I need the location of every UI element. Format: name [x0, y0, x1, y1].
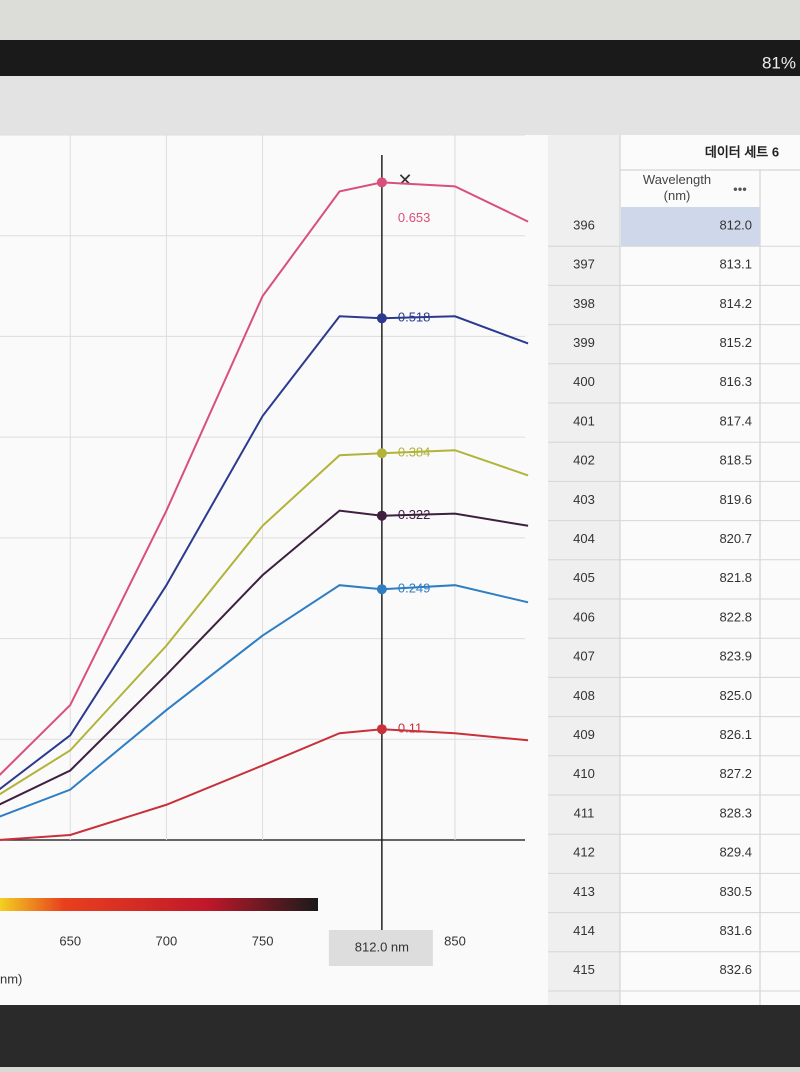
row-index: 414 — [573, 923, 595, 938]
wavelength-cell: 814.2 — [719, 296, 752, 311]
row-index: 409 — [573, 727, 595, 742]
cursor-label: 812.0 nm — [355, 939, 409, 954]
app-bar — [0, 76, 800, 135]
x-axis-label: nm) — [0, 971, 22, 986]
wavelength-cell: 823.9 — [719, 649, 752, 664]
x-tick-label: 850 — [444, 933, 466, 948]
bezel — [0, 0, 800, 40]
series-line — [0, 449, 529, 796]
wavelength-cell: 817.4 — [719, 413, 752, 428]
cursor-value: 0.11 — [398, 721, 422, 736]
wavelength-cell: 827.2 — [719, 766, 752, 781]
wavelength-cell: 831.6 — [719, 923, 752, 938]
chart-panel — [0, 135, 548, 1005]
battery: 81% — [762, 53, 796, 72]
row-index: 404 — [573, 531, 595, 546]
series-line — [0, 181, 529, 776]
row-index: 403 — [573, 492, 595, 507]
table-column — [620, 135, 800, 1005]
row-index: 411 — [574, 805, 595, 820]
wavelength-cell: 816.3 — [719, 374, 752, 389]
cursor-handle[interactable] — [328, 930, 433, 966]
series-line — [0, 728, 529, 841]
wavelength-cell: 832.6 — [719, 962, 752, 977]
x-tick-label: 700 — [156, 933, 178, 948]
status-bar — [0, 40, 800, 76]
series-line — [0, 584, 529, 818]
wavelength-cell: 813.1 — [719, 257, 752, 272]
row-index: 408 — [573, 688, 595, 703]
row-index: 397 — [573, 257, 595, 272]
wavelength-cell: 818.5 — [719, 453, 752, 468]
row-index: 410 — [573, 766, 595, 781]
cursor-value: 0.384 — [398, 445, 431, 460]
series-line — [0, 509, 529, 806]
cursor-marker — [376, 177, 387, 188]
x-tick-label: 750 — [252, 933, 274, 948]
series-line — [0, 315, 529, 791]
wavelength-cell: 822.8 — [719, 609, 752, 624]
wavelength-cell: 826.1 — [719, 727, 752, 742]
column-header: Wavelength (nm) — [642, 172, 712, 203]
table-title: 데이터 세트 6 — [705, 144, 779, 159]
spectrum-bar — [0, 898, 318, 911]
wavelength-cell: 812.0 — [719, 217, 752, 232]
row-index: 399 — [573, 335, 595, 350]
cursor-value: 0.322 — [398, 507, 431, 522]
x-tick-label: 650 — [59, 933, 81, 948]
cursor-value: 0.249 — [398, 581, 431, 596]
row-index: 406 — [573, 609, 595, 624]
selected-cell — [621, 207, 760, 246]
row-index: 402 — [573, 453, 595, 468]
wavelength-cell: 829.4 — [719, 845, 752, 860]
row-index: 413 — [573, 884, 595, 899]
cursor-value: 0.518 — [398, 310, 431, 325]
row-index: 415 — [573, 962, 595, 977]
row-index: 400 — [573, 374, 595, 389]
cursor-marker — [376, 584, 387, 595]
wavelength-cell: 819.6 — [719, 492, 752, 507]
wavelength-cell: 830.5 — [719, 884, 752, 899]
wavelength-cell: 820.7 — [719, 531, 752, 546]
cursor-marker — [376, 510, 387, 521]
row-index: 401 — [573, 413, 595, 428]
wavelength-cell: 815.2 — [719, 335, 752, 350]
row-index: 407 — [573, 649, 595, 664]
cursor-marker — [376, 448, 387, 459]
column-menu[interactable]: ••• — [733, 181, 747, 196]
row-index: 412 — [573, 845, 595, 860]
wavelength-cell: 821.8 — [719, 570, 752, 585]
row-index: 405 — [573, 570, 595, 585]
cursor-marker — [376, 313, 387, 324]
cursor-marker — [376, 724, 387, 735]
wavelength-cell: 828.3 — [719, 805, 752, 820]
row-index: 398 — [573, 296, 595, 311]
wavelength-cell: 825.0 — [719, 688, 752, 703]
bezel — [0, 1005, 800, 1067]
cursor-value: 0.653 — [398, 210, 431, 225]
row-index: 396 — [573, 217, 595, 232]
close-icon[interactable]: ✕ — [397, 170, 412, 190]
